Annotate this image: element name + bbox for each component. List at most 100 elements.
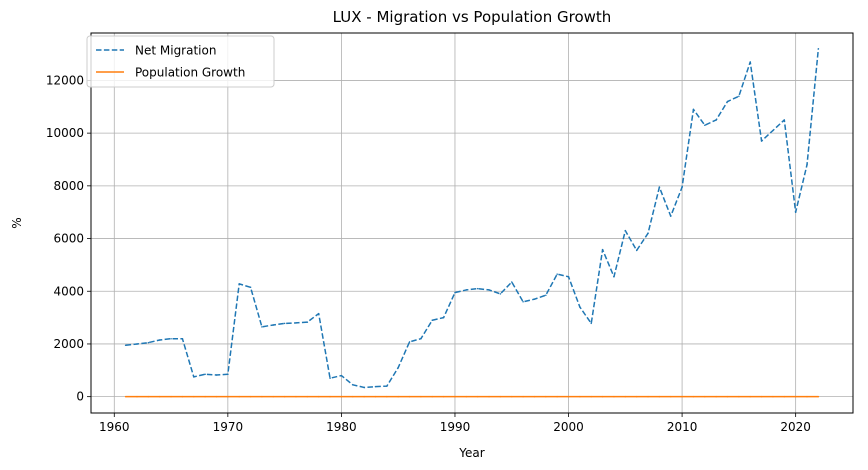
data-point [692, 395, 695, 398]
data-point [442, 316, 445, 319]
x-tick-label: 2010 [667, 420, 698, 434]
data-point [567, 276, 570, 278]
legend-frame [86, 35, 275, 88]
data-point [681, 186, 683, 188]
data-point [442, 395, 445, 398]
data-point [386, 385, 388, 387]
data-point [352, 395, 354, 398]
data-point [295, 395, 297, 398]
data-point [147, 395, 150, 398]
data-point [601, 395, 604, 398]
y-tick-label: 4000 [53, 284, 84, 298]
data-point [158, 395, 161, 398]
data-point [374, 385, 377, 388]
data-point [465, 289, 468, 291]
legend-label-net-migration: Net Migration [135, 44, 216, 58]
data-point [749, 395, 751, 398]
y-tick-label: 0 [76, 390, 84, 404]
data-point [806, 395, 808, 398]
data-point [329, 377, 331, 379]
y-tick-label: 8000 [53, 179, 84, 193]
data-point [647, 395, 649, 398]
data-point [669, 215, 672, 217]
data-point [420, 395, 422, 398]
data-point [386, 395, 388, 398]
data-point [238, 283, 240, 285]
data-point [420, 337, 422, 340]
data-point [715, 119, 717, 121]
data-point [340, 395, 343, 398]
x-tick-label: 1980 [326, 420, 357, 434]
series-line-net-migration [125, 48, 820, 389]
series-points-population-growth [124, 395, 820, 398]
data-point [215, 395, 218, 398]
data-point [317, 395, 320, 398]
data-point [261, 395, 263, 398]
data-point [533, 395, 536, 398]
data-point [522, 395, 524, 398]
data-point [635, 249, 638, 252]
data-point [454, 395, 456, 398]
plot-lines [124, 48, 820, 398]
data-point [783, 119, 786, 121]
data-point [794, 211, 797, 213]
data-point [476, 395, 479, 398]
data-point [726, 100, 729, 103]
data-point [272, 324, 275, 326]
data-point [295, 322, 297, 324]
data-point [499, 395, 502, 398]
data-point [601, 248, 604, 251]
data-point [431, 395, 433, 398]
data-point [488, 395, 490, 398]
data-point [397, 366, 399, 369]
data-point [624, 395, 627, 398]
series-points-net-migration [124, 48, 820, 389]
data-point [272, 395, 275, 398]
y-tick-label: 10000 [46, 126, 84, 140]
y-axis-label: % [10, 217, 24, 228]
data-point [124, 344, 127, 347]
data-point [193, 395, 195, 398]
data-point [658, 186, 661, 188]
data-point [749, 61, 751, 63]
data-point [613, 276, 615, 278]
data-point [692, 108, 695, 111]
x-tick-label: 2000 [553, 420, 584, 434]
data-point [170, 395, 172, 398]
x-axis-label: Year [458, 446, 484, 460]
data-point [340, 374, 343, 377]
data-point [454, 291, 456, 294]
x-tick-label: 1970 [213, 420, 244, 434]
data-point [658, 395, 661, 398]
data-point [590, 395, 592, 398]
data-point [147, 341, 150, 344]
data-point [613, 395, 615, 398]
data-point [556, 273, 558, 275]
data-point [227, 373, 229, 376]
data-point [635, 395, 638, 398]
data-point [669, 395, 672, 398]
data-point [624, 229, 627, 232]
data-point [181, 395, 184, 398]
data-point [533, 298, 536, 300]
data-point [136, 395, 138, 398]
data-point [408, 395, 411, 398]
data-point [261, 326, 263, 328]
data-point [522, 301, 524, 303]
data-point [647, 232, 649, 235]
plot-frame [90, 32, 854, 414]
data-point [397, 395, 399, 398]
data-point [681, 395, 683, 398]
data-point [306, 321, 309, 323]
legend: Net Migration Population Growth [86, 35, 275, 88]
data-point [579, 395, 581, 398]
data-point [329, 395, 331, 398]
x-axis: 1960 1970 1980 1990 2000 2010 2020 [99, 413, 811, 434]
data-point [158, 339, 161, 341]
data-point [227, 395, 229, 398]
data-point [283, 322, 286, 325]
chart-title: LUX - Migration vs Population Growth [333, 8, 612, 26]
data-point [249, 395, 252, 398]
y-tick-label: 6000 [53, 232, 84, 246]
